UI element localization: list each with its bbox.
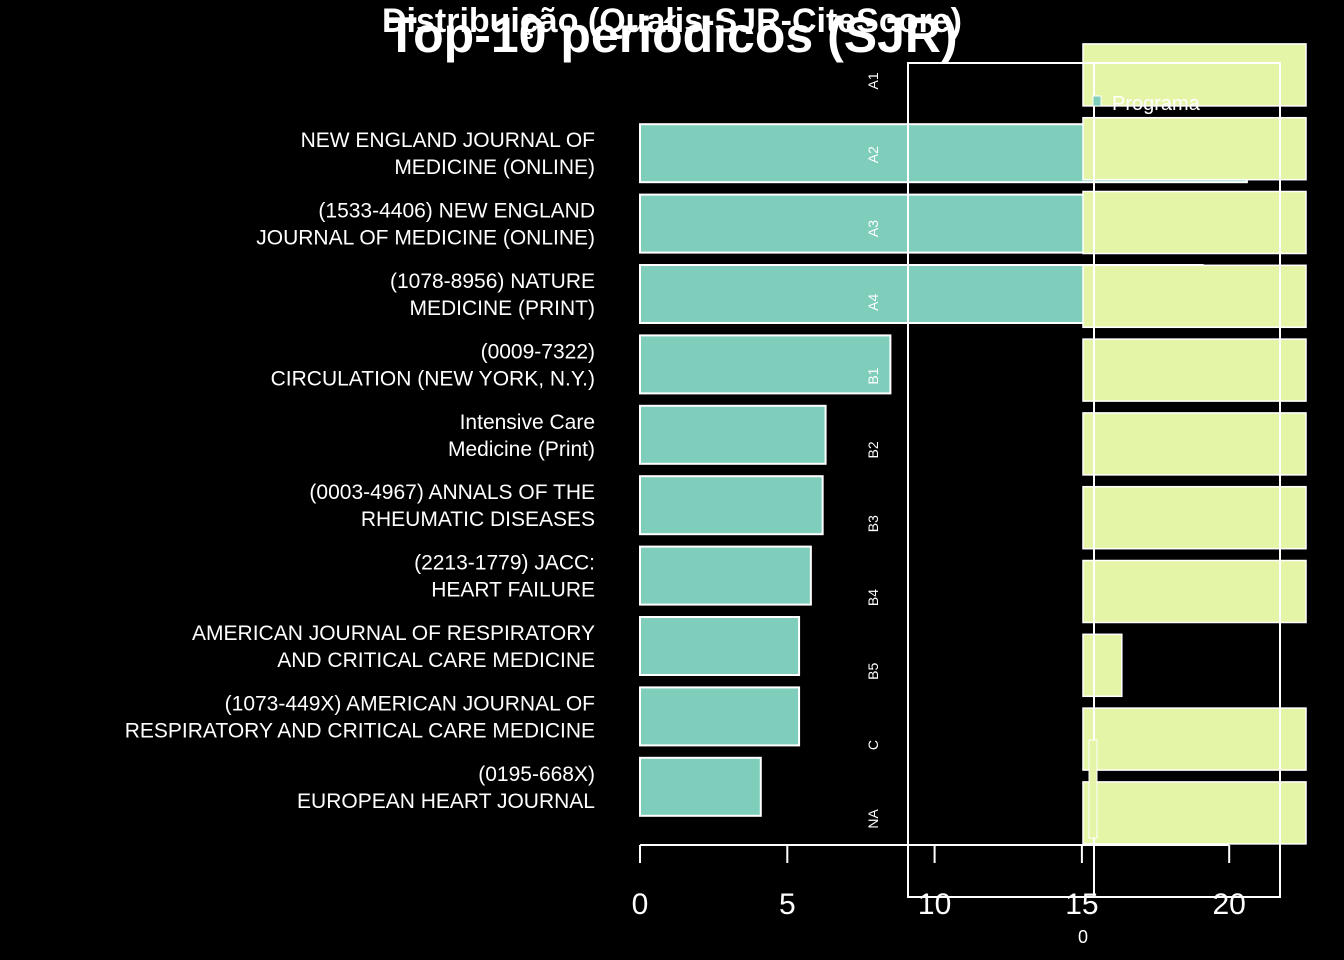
qualis-legend: Programa — [1092, 93, 1201, 115]
qualis-category-label: B2 — [865, 441, 881, 458]
qualis-category-labels: A1 A2 A3 A4 B1 B2 B3 B4 B5 C NA — [865, 72, 881, 829]
qualis-category-label: B4 — [865, 589, 881, 606]
sjr-chart-title: Top-10 periódicos (SJR) — [386, 7, 957, 63]
qualis-category-label: B3 — [865, 515, 881, 532]
sjr-category-labels: NEW ENGLAND JOURNAL OF MEDICINE (ONLINE) (… — [125, 129, 595, 813]
sjr-x-axis: 0 5 10 15 20 — [632, 844, 1246, 921]
sjr-bar — [639, 616, 801, 676]
sjr-category-label: (2213-1779) JACC: HEART FAILURE — [414, 552, 595, 602]
qualis-baseline-mark — [1088, 739, 1098, 839]
sjr-bar — [639, 545, 812, 606]
sjr-category-label: AMERICAN JOURNAL OF RESPIRATORY AND CRITI… — [192, 622, 595, 672]
qualis-category-label: A3 — [865, 220, 881, 237]
qualis-category-label: C — [865, 740, 881, 750]
sjr-bar — [639, 404, 827, 465]
qualis-bar — [1082, 264, 1307, 329]
sjr-bar — [639, 756, 762, 817]
sjr-x-tick-label: 20 — [1213, 888, 1246, 921]
sjr-category-label: (1533-4406) NEW ENGLAND JOURNAL OF MEDICI… — [256, 200, 595, 250]
qualis-bar — [1082, 190, 1307, 255]
qualis-bar — [1082, 43, 1307, 107]
sjr-category-label: (0003-4967) ANNALS OF THE RHEUMATIC DISEA… — [309, 481, 595, 531]
qualis-x-axis: 0 — [907, 62, 1281, 947]
qualis-chart-title: Distribuição (Qualis-SJR-CiteScore) — [382, 2, 962, 40]
qualis-bar — [1082, 485, 1307, 550]
sjr-category-label: (1073-449X) AMERICAN JOURNAL OF RESPIRATO… — [125, 692, 595, 742]
qualis-bar — [1082, 412, 1307, 476]
qualis-bar — [1082, 338, 1307, 402]
sjr-bar — [639, 475, 824, 536]
sjr-x-tick-label: 5 — [779, 888, 796, 921]
sjr-category-label: (0195-668X) EUROPEAN HEART JOURNAL — [297, 763, 595, 813]
qualis-category-label: NA — [865, 809, 881, 829]
qualis-category-label: B1 — [865, 367, 881, 384]
qualis-bar — [1082, 633, 1123, 698]
qualis-x-tick-label: 0 — [1078, 927, 1088, 947]
legend-label: Programa — [1112, 93, 1201, 115]
qualis-bars — [1082, 43, 1307, 845]
qualis-category-label: A1 — [865, 72, 881, 89]
qualis-bar — [1082, 559, 1307, 624]
legend-swatch — [1092, 95, 1102, 107]
qualis-bar — [1082, 781, 1307, 845]
sjr-x-tick-label: 0 — [632, 888, 649, 921]
sjr-category-label: (0009-7322) CIRCULATION (NEW YORK, N.Y.) — [271, 340, 595, 390]
qualis-bar — [1082, 707, 1307, 771]
qualis-category-label: A2 — [865, 146, 881, 163]
qualis-category-label: A4 — [865, 294, 881, 311]
sjr-category-label: (1078-8956) NATURE MEDICINE (PRINT) — [390, 270, 595, 320]
sjr-bar — [639, 334, 892, 395]
sjr-bar — [639, 686, 801, 747]
qualis-bar — [1082, 116, 1307, 181]
sjr-x-tick-label: 10 — [918, 888, 951, 921]
qualis-category-label: B5 — [865, 663, 881, 680]
sjr-category-label: Intensive Care Medicine (Print) — [448, 411, 595, 461]
sjr-category-label: NEW ENGLAND JOURNAL OF MEDICINE (ONLINE) — [301, 129, 595, 179]
